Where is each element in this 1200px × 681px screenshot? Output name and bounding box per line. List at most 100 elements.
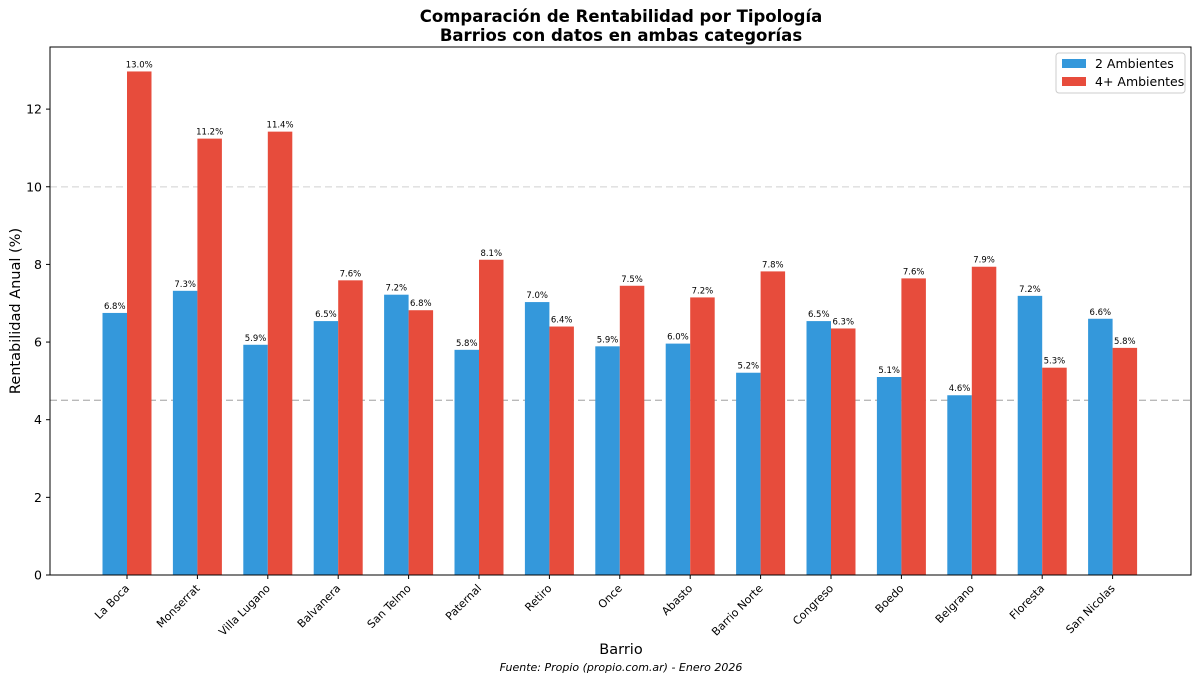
bar-4-ambientes-retiro xyxy=(549,326,574,575)
bar-2-ambientes-balvanera xyxy=(313,321,339,575)
bar-4-ambientes-once xyxy=(619,285,645,575)
data-label-4-ambientes-villa-lugano: 11.4% xyxy=(267,121,294,131)
data-label-2-ambientes-congreso: 6.5% xyxy=(808,310,830,320)
y-tick-label: 10 xyxy=(26,179,42,194)
bar-2-ambientes-congreso xyxy=(806,321,831,575)
data-label-4-ambientes-la-boca: 13.0% xyxy=(126,60,153,70)
legend-frame xyxy=(1055,52,1186,94)
source-note: Fuente: Propio (propio.com.ar) - Enero 2… xyxy=(500,661,743,674)
y-tick-label: 4 xyxy=(34,412,42,427)
bar-2-ambientes-belgrano xyxy=(947,395,972,575)
data-label-2-ambientes-retiro: 7.0% xyxy=(526,291,548,301)
data-label-4-ambientes-congreso: 6.3% xyxy=(832,317,854,327)
bar-4-ambientes-balvanera xyxy=(338,280,363,575)
data-label-2-ambientes-boedo: 5.1% xyxy=(878,366,900,376)
data-label-2-ambientes-la-boca: 6.8% xyxy=(104,302,126,312)
bar-2-ambientes-monserrat xyxy=(172,290,198,575)
data-label-2-ambientes-paternal: 5.8% xyxy=(456,339,478,349)
data-label-4-ambientes-san-telmo: 6.8% xyxy=(410,299,432,309)
bar-2-ambientes-san-nicolas xyxy=(1088,318,1113,575)
x-tick-label-san-nicolas: San Nicolas xyxy=(1063,582,1117,636)
chart-title-line1: Comparación de Rentabilidad por Tipologí… xyxy=(420,7,823,26)
bar-2-ambientes-barrio-norte xyxy=(736,372,761,575)
plot-frame xyxy=(49,46,1192,576)
bar-4-ambientes-abasto xyxy=(690,297,715,575)
data-label-4-ambientes-abasto: 7.2% xyxy=(692,286,714,296)
bars xyxy=(102,71,1138,575)
legend: 2 Ambientes 4+ Ambientes xyxy=(1055,52,1186,94)
data-label-4-ambientes-san-nicolas: 5.8% xyxy=(1114,337,1136,347)
y-tick-label: 12 xyxy=(26,102,42,117)
bar-2-ambientes-san-telmo xyxy=(384,294,409,575)
data-label-2-ambientes-san-telmo: 7.2% xyxy=(386,284,408,294)
x-tick-label-boedo: Boedo xyxy=(873,582,907,616)
data-label-2-ambientes-abasto: 6.0% xyxy=(667,333,689,343)
data-label-2-ambientes-barrio-norte: 5.2% xyxy=(738,362,760,372)
y-tick-label: 0 xyxy=(34,568,42,583)
chart-title-line2: Barrios con datos en ambas categorías xyxy=(440,26,802,45)
bar-4-ambientes-boedo xyxy=(901,278,926,575)
bar-4-ambientes-barrio-norte xyxy=(760,271,786,575)
x-tick-label-san-telmo: San Telmo xyxy=(365,582,414,631)
y-tick-label: 2 xyxy=(34,490,42,505)
bar-2-ambientes-villa-lugano xyxy=(243,344,268,575)
data-labels: 6.8% 7.3% 5.9% 6.5% 7.2% 5.8% 7.0% 5.9% 6.0% 5.2%… xyxy=(104,60,1136,394)
bar-2-ambientes-la-boca xyxy=(102,312,127,575)
legend-label-2-ambientes: 2 Ambientes xyxy=(1095,56,1174,71)
x-tick-label-monserrat: Monserrat xyxy=(154,581,203,630)
x-tick-label-congreso: Congreso xyxy=(790,582,836,628)
data-label-4-ambientes-once: 7.5% xyxy=(621,275,643,285)
x-tick-label-abasto: Abasto xyxy=(659,582,695,618)
y-axis: 0 2 4 6 8 10 12 xyxy=(26,102,50,583)
data-label-2-ambientes-floresta: 7.2% xyxy=(1019,285,1041,295)
reference-lines xyxy=(50,185,1191,401)
y-tick-label: 6 xyxy=(34,335,42,350)
bar-2-ambientes-boedo xyxy=(876,377,902,575)
data-label-4-ambientes-boedo: 7.6% xyxy=(903,267,925,277)
data-label-2-ambientes-balvanera: 6.5% xyxy=(315,310,337,320)
legend-swatch-2-ambientes xyxy=(1062,59,1086,68)
data-label-4-ambientes-paternal: 8.1% xyxy=(480,249,502,259)
bar-4-ambientes-paternal xyxy=(479,259,504,575)
bar-2-ambientes-floresta xyxy=(1017,295,1043,575)
x-axis-label: Barrio xyxy=(599,642,643,658)
data-label-2-ambientes-belgrano: 4.6% xyxy=(949,384,971,394)
x-tick-label-floresta: Floresta xyxy=(1007,582,1047,622)
data-label-4-ambientes-balvanera: 7.6% xyxy=(340,269,362,279)
x-tick-label-barrio-norte: Barrio Norte xyxy=(709,582,766,639)
x-tick-label-belgrano: Belgrano xyxy=(933,582,977,626)
x-tick-label-once: Once xyxy=(596,582,625,611)
x-tick-label-balvanera: Balvanera xyxy=(295,582,344,631)
x-axis: La Boca Monserrat Villa Lugano Balvanera San… xyxy=(92,575,1118,639)
legend-label-4-ambientes: 4+ Ambientes xyxy=(1095,74,1184,89)
bar-2-ambientes-once xyxy=(595,346,620,575)
data-label-4-ambientes-monserrat: 11.2% xyxy=(196,128,223,138)
bar-2-ambientes-abasto xyxy=(665,343,691,575)
x-tick-label-villa-lugano: Villa Lugano xyxy=(216,582,273,639)
data-label-2-ambientes-villa-lugano: 5.9% xyxy=(245,334,267,344)
legend-swatch-4-ambientes xyxy=(1062,77,1086,86)
x-tick-label-retiro: Retiro xyxy=(522,582,554,614)
y-tick-label: 8 xyxy=(34,257,42,272)
bar-4-ambientes-belgrano xyxy=(971,266,997,575)
bar-4-ambientes-la-boca xyxy=(127,71,152,575)
data-label-4-ambientes-belgrano: 7.9% xyxy=(973,256,995,266)
bar-4-ambientes-congreso xyxy=(831,328,856,575)
bar-4-ambientes-san-nicolas xyxy=(1112,347,1138,575)
x-tick-label-la-boca: La Boca xyxy=(92,582,132,622)
data-label-2-ambientes-once: 5.9% xyxy=(597,335,619,345)
bar-4-ambientes-floresta xyxy=(1042,367,1067,575)
data-label-4-ambientes-retiro: 6.4% xyxy=(551,316,573,326)
x-tick-label-paternal: Paternal xyxy=(443,582,484,623)
data-label-2-ambientes-san-nicolas: 6.6% xyxy=(1090,308,1112,318)
data-label-2-ambientes-monserrat: 7.3% xyxy=(174,280,196,290)
bar-4-ambientes-villa-lugano xyxy=(267,131,293,575)
data-label-4-ambientes-barrio-norte: 7.8% xyxy=(762,260,784,270)
bar-4-ambientes-san-telmo xyxy=(408,310,434,575)
data-label-4-ambientes-floresta: 5.3% xyxy=(1044,357,1066,367)
bar-2-ambientes-retiro xyxy=(524,302,550,575)
y-axis-label: Rentabilidad Anual (%) xyxy=(8,228,24,394)
bar-4-ambientes-monserrat xyxy=(197,138,222,575)
